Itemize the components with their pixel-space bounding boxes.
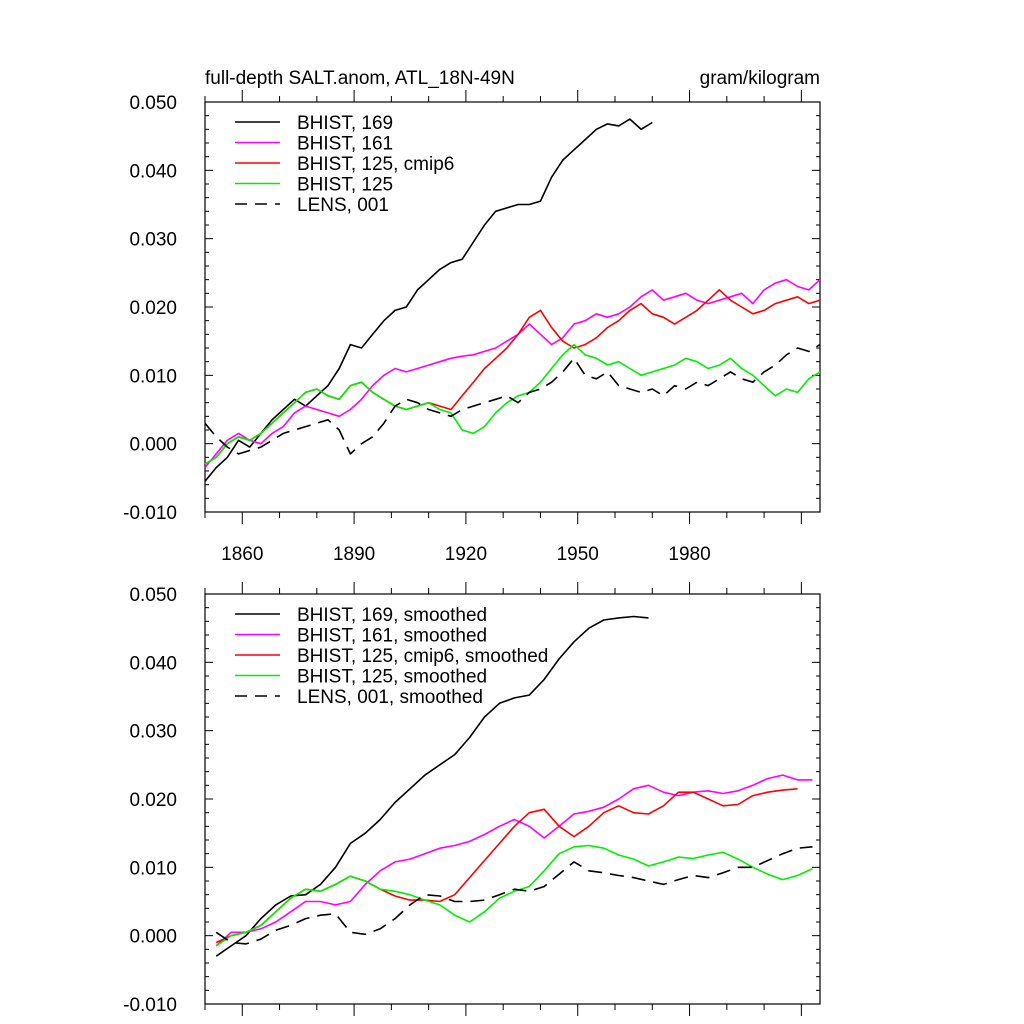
series-line-bhist-125-cmip6 — [204, 289, 821, 465]
legend-label-bhist-161: BHIST, 161 — [297, 134, 393, 155]
legend-label-lens-001-smoothed: LENS, 001, smoothed — [297, 687, 483, 708]
series-line-bhist-169 — [204, 118, 653, 482]
y-tick-label: 0.030 — [129, 722, 177, 743]
legend-label-bhist-125-smoothed: BHIST, 125, smoothed — [297, 667, 487, 688]
x-tick-label: 1980 — [668, 544, 710, 565]
legend-label-bhist-125-cmip6-smoothed: BHIST, 125, cmip6, smoothed — [297, 646, 548, 667]
legend-label-bhist-161-smoothed: BHIST, 161, smoothed — [297, 626, 487, 647]
y-tick-label: 0.040 — [129, 653, 177, 674]
y-tick-label: 0.000 — [129, 927, 177, 948]
y-tick-label: 0.030 — [129, 230, 177, 251]
chart-title: full-depth SALT.anom, ATL_18N-49N — [205, 68, 515, 89]
y-tick-label: 0.020 — [129, 298, 177, 319]
series-line-lens-001 — [204, 343, 821, 455]
series-line-lens-001-smoothed — [215, 846, 813, 945]
x-tick-label: 1890 — [333, 544, 375, 565]
x-tick-label: 1950 — [557, 544, 599, 565]
series-line-bhist-125-smoothed — [215, 844, 813, 947]
y-tick-label: 0.010 — [129, 366, 177, 387]
x-tick-label: 1860 — [221, 544, 263, 565]
legend-label-bhist-125-cmip6: BHIST, 125, cmip6 — [297, 154, 454, 175]
legend-label-bhist-169: BHIST, 169 — [297, 113, 393, 134]
top-panel: -0.010 0.000 0.010 0.020 0.030 0.040 0.050 1860… — [123, 90, 821, 565]
y-tick-label: 0.020 — [129, 790, 177, 811]
y-tick-label: 0.000 — [129, 435, 177, 456]
y-tick-label: -0.010 — [123, 995, 177, 1016]
series-line-bhist-125 — [204, 343, 821, 465]
legend-label-bhist-125: BHIST, 125 — [297, 175, 393, 196]
y-tick-label: -0.010 — [123, 503, 177, 524]
series-line-bhist-161-smoothed — [215, 774, 813, 947]
y-tick-label: 0.040 — [129, 161, 177, 182]
legend-label-lens-001: LENS, 001 — [297, 195, 389, 216]
series-line-bhist-169-smoothed — [215, 615, 649, 957]
y-tick-label: 0.050 — [129, 93, 177, 114]
y-tick-label: 0.010 — [129, 858, 177, 879]
series-line-bhist-161 — [204, 278, 821, 469]
chart-units: gram/kilogram — [700, 68, 820, 89]
y-tick-label: 0.050 — [129, 585, 177, 606]
bottom-panel: -0.010 0.000 0.010 0.020 0.030 0.040 0.050 BHIS… — [123, 582, 821, 1016]
legend-label-bhist-169-smoothed: BHIST, 169, smoothed — [297, 605, 487, 626]
x-tick-label: 1920 — [445, 544, 487, 565]
